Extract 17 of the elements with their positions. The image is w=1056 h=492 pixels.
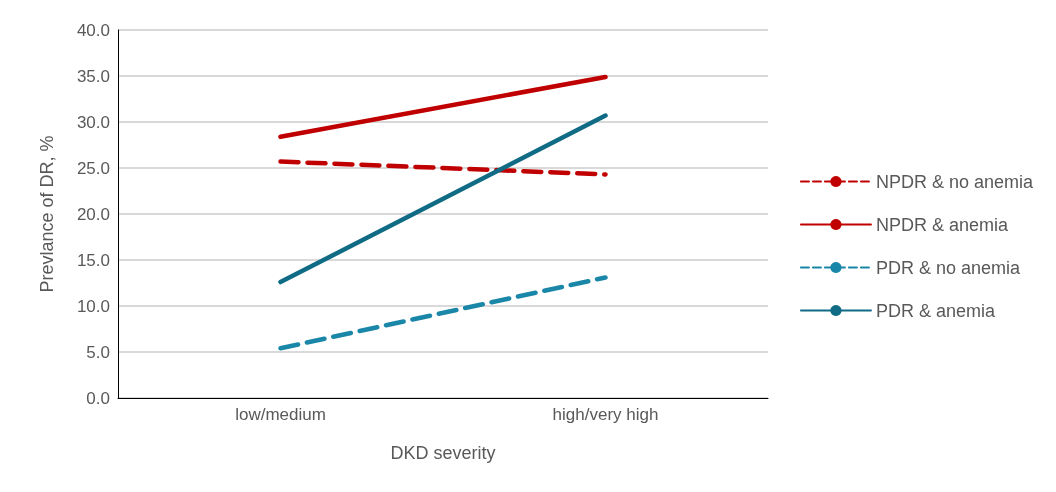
y-tick-label: 40.0 — [76, 20, 110, 40]
y-tick-label: 35.0 — [76, 66, 110, 86]
legend-label: NPDR & no anemia — [875, 171, 1034, 192]
x-tick-label: low/medium — [235, 405, 326, 424]
y-tick-label: 20.0 — [76, 204, 110, 224]
y-tick-label: 0.0 — [86, 388, 110, 408]
y-tick-label: 10.0 — [76, 296, 110, 316]
y-tick-label: 30.0 — [76, 112, 110, 132]
legend-label: NPDR & anemia — [875, 214, 1009, 235]
legend-label: PDR & no anemia — [875, 257, 1021, 278]
legend-label: PDR & anemia — [875, 300, 996, 321]
x-axis-title: DKD severity — [390, 443, 496, 463]
x-tick-label: high/very high — [552, 405, 659, 424]
y-axis-title: Prevlance of DR, % — [37, 135, 57, 293]
y-tick-label: 5.0 — [86, 342, 110, 362]
y-tick-label: 15.0 — [76, 250, 110, 270]
y-tick-label: 25.0 — [76, 158, 110, 178]
